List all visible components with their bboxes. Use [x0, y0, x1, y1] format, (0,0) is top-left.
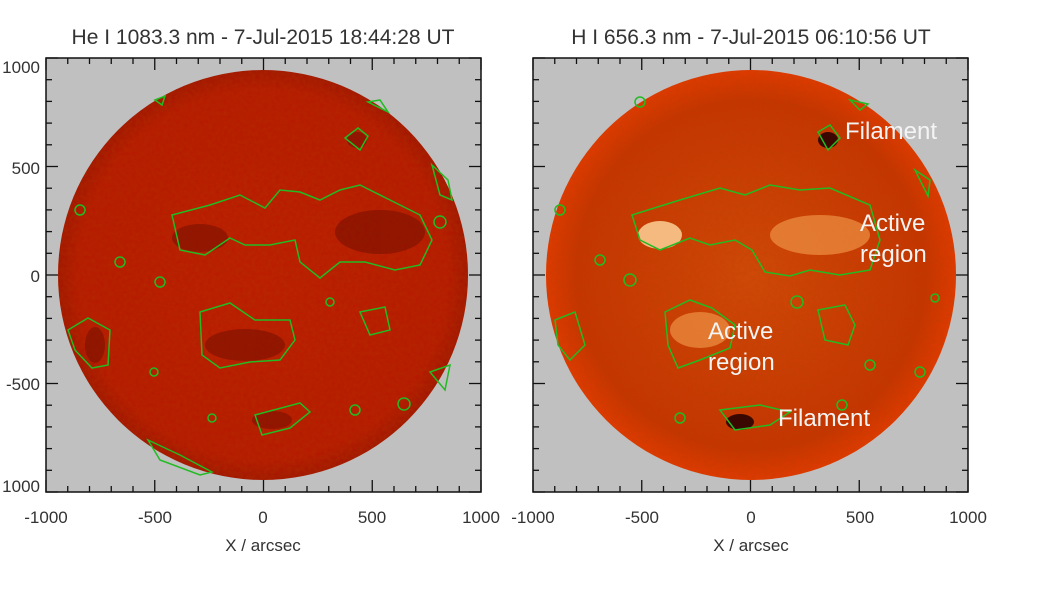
ha-xtick-label: -1000 — [511, 508, 555, 527]
he-xtick-label: -500 — [137, 508, 173, 527]
he-xtick-label: 1000 — [462, 508, 500, 527]
ha-contours — [554, 96, 940, 431]
he-panel-title: He I 1083.3 nm - 7-Jul-2015 18:44:28 UT — [71, 26, 455, 49]
he-panel — [45, 57, 482, 493]
he-ytick-label: 1000 — [2, 477, 40, 496]
he-dark-regions — [85, 132, 425, 429]
he-xtick-label: 0 — [258, 508, 268, 527]
ha-xtick-label: 1000 — [949, 508, 987, 527]
he-x-axis-label: X / arcsec — [225, 536, 301, 555]
he-ytick-label: 0 — [30, 267, 40, 286]
filament-annotation: Filament — [778, 405, 871, 432]
ha-xtick-label: -500 — [624, 508, 660, 527]
filament-annotation: Filament — [845, 118, 938, 145]
ha-bright-regions — [638, 132, 870, 430]
he-xtick-label: 500 — [357, 508, 387, 527]
he-axis-ticks — [45, 57, 482, 493]
ha-xtick-label: 0 — [746, 508, 756, 527]
ha-x-axis-label: X / arcsec — [713, 536, 789, 555]
active-region-annotation: Active region — [860, 210, 927, 268]
ha-axis-ticks — [532, 57, 969, 493]
ha-xtick-label: 500 — [845, 508, 875, 527]
he-ytick-label: 1000 — [2, 58, 40, 77]
he-ytick-label: -500 — [5, 375, 40, 394]
he-ytick-label: 500 — [11, 159, 40, 178]
he-contours — [67, 94, 454, 476]
ha-panel — [532, 57, 969, 493]
he-disk-texture — [58, 70, 468, 480]
active-region-annotation: Active region — [708, 318, 775, 376]
ha-disk-texture — [546, 70, 956, 480]
ha-panel-title: H I 656.3 nm - 7-Jul-2015 06:10:56 UT — [571, 26, 931, 49]
he-xtick-label: -1000 — [24, 508, 68, 527]
